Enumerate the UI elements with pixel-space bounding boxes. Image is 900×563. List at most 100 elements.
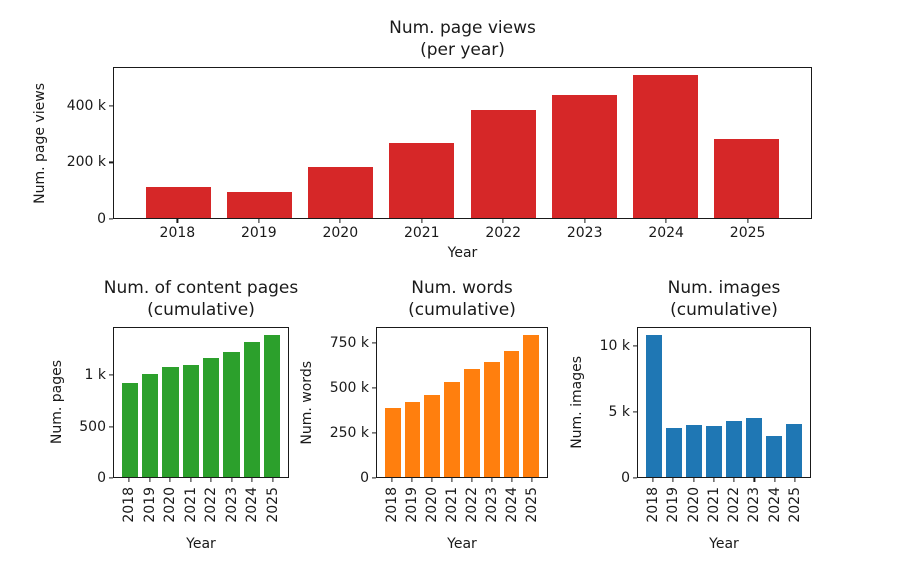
y-tick-label: 0 — [97, 211, 106, 227]
bar-2025 — [786, 424, 803, 477]
x-axis-label: Year — [447, 245, 478, 261]
x-tick-text: 2020 — [162, 487, 179, 523]
y-tick-label: 1 k — [84, 367, 106, 384]
y-tick-label: 0 — [97, 470, 106, 486]
x-tick-mark — [231, 478, 233, 482]
bar-2018 — [384, 407, 401, 477]
y-axis-label-wrap: Num. images — [568, 327, 586, 478]
bar-2021 — [182, 365, 199, 477]
y-axis-label: Num. pages — [49, 360, 65, 445]
y-tick-label: 200 k — [66, 154, 106, 171]
y-tick-mark — [109, 105, 113, 107]
x-tick-label: 2023 — [744, 487, 764, 523]
bar-2021 — [444, 382, 460, 477]
x-tick-mark — [169, 478, 171, 482]
x-tick-mark — [176, 219, 178, 223]
x-tick-mark — [190, 478, 192, 482]
x-tick-label: 2024 — [765, 487, 785, 523]
chart-page-views: Num. page views (per year) Num. page vie… — [32, 18, 812, 261]
y-axis-label-wrap: Num. pages — [48, 327, 66, 478]
bar-2019 — [226, 191, 292, 218]
bar-2023 — [551, 95, 617, 218]
bar-2018 — [645, 335, 662, 477]
x-tick-label: 2020 — [160, 487, 180, 523]
x-tick-mark — [149, 478, 151, 482]
x-tick-text: 2025 — [264, 487, 281, 523]
chart-title-line1: Num. words — [411, 278, 513, 298]
y-tick-mark — [109, 218, 113, 220]
bar-2019 — [665, 428, 682, 477]
bar-2020 — [308, 166, 374, 218]
x-tick-text: 2023 — [484, 487, 501, 523]
x-tick-label: 2021 — [403, 225, 440, 241]
x-tick-label: 2018 — [159, 225, 196, 241]
plot-area — [376, 327, 548, 478]
x-tick-text: 2022 — [726, 487, 743, 523]
x-tick-label: 2024 — [502, 487, 522, 523]
x-tick-label: 2018 — [382, 487, 402, 523]
plot-area — [637, 327, 811, 478]
x-tick-text: 2021 — [182, 487, 199, 523]
y-tick-label: 750 k — [329, 335, 369, 352]
x-tick-mark — [747, 219, 749, 223]
x-tick-mark — [652, 478, 654, 482]
bar-2022 — [470, 109, 536, 218]
x-tick-text: 2019 — [403, 487, 420, 523]
chart-words: Num. words (cumulative) Num. words Year … — [299, 278, 548, 552]
x-tick-label: 2023 — [566, 225, 603, 241]
x-tick-mark — [713, 478, 715, 482]
x-tick-mark — [665, 219, 667, 223]
x-tick-label: 2019 — [663, 487, 683, 523]
x-tick-text: 2025 — [524, 487, 541, 523]
x-tick-label: 2025 — [522, 487, 542, 523]
y-tick-mark — [372, 477, 376, 479]
x-tick-label: 2019 — [140, 487, 160, 523]
chart-title: Num. page views (per year) — [43, 18, 882, 61]
x-axis-label: Year — [186, 536, 216, 552]
bar-2024 — [633, 75, 699, 218]
bar-2023 — [746, 417, 763, 477]
x-tick-label: 2019 — [241, 225, 277, 241]
y-tick-mark — [633, 477, 637, 479]
x-tick-label: 2020 — [322, 225, 359, 241]
x-tick-label: 2020 — [684, 487, 704, 523]
x-tick-label: 2025 — [729, 225, 766, 241]
y-tick-label: 500 — [79, 418, 106, 435]
x-tick-text: 2023 — [223, 487, 240, 523]
bar-2021 — [389, 143, 455, 218]
x-tick-mark — [258, 219, 260, 223]
x-tick-text: 2025 — [786, 487, 803, 523]
x-tick-text: 2019 — [141, 487, 158, 523]
bar-2021 — [705, 425, 722, 477]
x-tick-label: 2018 — [119, 487, 139, 523]
x-tick-text: 2020 — [685, 487, 702, 523]
y-axis-label: Num. images — [569, 356, 585, 449]
x-tick-text: 2018 — [383, 487, 400, 523]
x-tick-text: 2022 — [464, 487, 481, 523]
x-tick-mark — [272, 478, 274, 482]
x-tick-text: 2021 — [443, 487, 460, 523]
bar-2025 — [714, 139, 780, 218]
x-tick-mark — [672, 478, 674, 482]
chart-title-line2: (cumulative) — [147, 299, 255, 320]
x-tick-text: 2023 — [746, 487, 763, 523]
bar-2024 — [503, 351, 520, 477]
plot-area — [113, 67, 812, 219]
x-tick-label: 2024 — [242, 487, 262, 523]
bar-2020 — [162, 366, 179, 477]
y-tick-label: 0 — [621, 470, 630, 486]
x-tick-label: 2021 — [181, 487, 201, 523]
y-tick-mark — [109, 477, 113, 479]
bar-2018 — [121, 382, 139, 477]
y-tick-mark — [372, 387, 376, 389]
bar-2025 — [263, 335, 281, 477]
y-axis-label: Num. page views — [32, 82, 48, 204]
bar-2023 — [223, 351, 240, 477]
x-tick-mark — [391, 478, 393, 482]
x-tick-mark — [531, 478, 533, 482]
x-tick-mark — [491, 478, 493, 482]
chart-title-line1: Num. of content pages — [103, 278, 299, 298]
chart-content-pages: Num. of content pages (cumulative) Num. … — [49, 278, 298, 552]
x-tick-label: 2025 — [785, 487, 805, 523]
bar-2018 — [145, 187, 211, 218]
